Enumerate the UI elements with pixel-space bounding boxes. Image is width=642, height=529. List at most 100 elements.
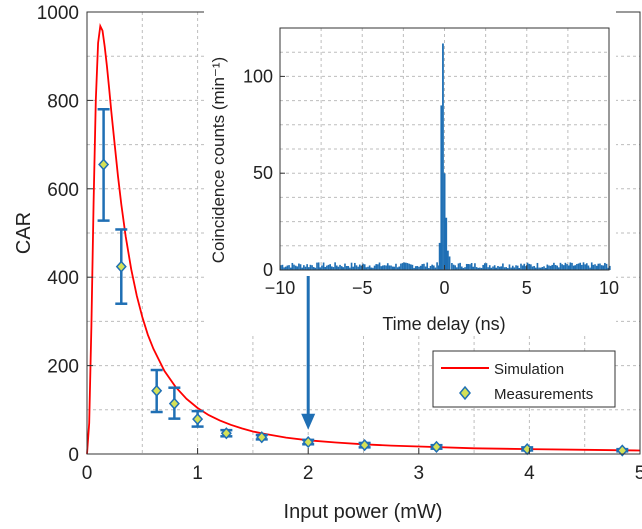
inset-baseline-bar — [485, 263, 488, 270]
inset-baseline-bar — [280, 265, 282, 270]
inset-baseline-bar — [298, 263, 300, 270]
inset-y-tick-label: 0 — [263, 260, 273, 280]
inset-baseline-bar — [564, 262, 567, 270]
inset-baseline-bar — [327, 264, 330, 270]
inset-baseline-bar — [373, 265, 376, 270]
inset-baseline-bar — [370, 267, 373, 270]
inset-baseline-bar — [375, 264, 378, 270]
inset-baseline-bar — [306, 264, 308, 270]
measurement-marker — [256, 431, 268, 444]
inset-grid — [280, 28, 609, 270]
inset-baseline-bar — [301, 267, 304, 270]
inset-peak-bar — [443, 173, 446, 270]
inset-baseline-bar — [538, 267, 540, 270]
inset-baseline-bar — [477, 267, 480, 270]
inset-baseline-bar — [289, 267, 292, 270]
inset-baseline-bar — [551, 264, 554, 270]
inset-baseline-bar — [357, 266, 359, 270]
inset-baseline-bar — [602, 265, 605, 270]
inset-baseline-bar — [569, 262, 572, 270]
inset-baseline-bar — [567, 265, 570, 270]
inset-baseline-bar — [309, 264, 312, 270]
inset-baseline-bar — [507, 268, 509, 270]
inset-baseline-bar — [321, 265, 323, 270]
inset-baseline-bar — [354, 262, 356, 270]
inset-x-tick-label: 10 — [599, 278, 619, 298]
arrow-head — [301, 413, 316, 430]
inset-baseline-bar — [474, 263, 476, 270]
inset-baseline-bar — [465, 263, 468, 270]
inset-baseline-bar — [590, 262, 593, 270]
inset-baseline-bar — [388, 265, 391, 270]
inset-baseline-bar — [437, 265, 440, 270]
inset-baseline-bar — [604, 262, 606, 270]
inset-baseline-bar — [515, 265, 517, 270]
inset-baseline-bar — [334, 262, 336, 270]
main-y-tick-label: 0 — [68, 445, 79, 466]
inset-baseline-bar — [526, 262, 529, 270]
measurement-marker — [98, 158, 110, 171]
measurement-point — [191, 409, 204, 428]
inset-baseline-bar — [414, 266, 417, 270]
inset-baseline-bar — [367, 266, 369, 270]
measurement-point — [358, 439, 371, 452]
inset-baseline-bar — [314, 267, 317, 270]
measurement-marker — [430, 440, 443, 454]
inset-baseline-bar — [572, 265, 575, 270]
inset-baseline-bar — [579, 262, 582, 270]
inset-baseline-bar — [398, 266, 401, 270]
main-y-tick-label: 200 — [47, 357, 79, 378]
inset-baseline-bar — [330, 266, 333, 270]
inset-baseline-bar — [383, 265, 386, 270]
inset-baseline-bar — [554, 264, 557, 270]
inset-baseline-bar — [390, 265, 392, 270]
inset-baseline-bar — [360, 265, 363, 270]
inset-baseline-bar — [339, 264, 341, 270]
inset-baseline-bar — [451, 262, 453, 270]
inset-baseline-bar — [304, 266, 307, 270]
measurement-point — [115, 228, 128, 305]
inset-baseline-bar — [605, 263, 608, 270]
inset-x-tick-label: −10 — [265, 278, 296, 298]
inset-baseline-bar — [421, 264, 424, 270]
measurement-marker — [616, 444, 628, 457]
measurement-point — [616, 444, 629, 457]
inset-baseline-bar — [423, 263, 425, 270]
inset-baseline-bar — [492, 266, 494, 270]
inset-baseline-bar — [497, 265, 499, 270]
inset-baseline-bar — [403, 262, 406, 270]
inset-baseline-bar — [488, 265, 491, 270]
inset-baseline-bar — [381, 265, 384, 270]
inset-baseline-bar — [457, 263, 460, 270]
inset-baseline-bar — [286, 265, 289, 270]
inset-baseline-bar — [377, 264, 379, 270]
annotation-arrow — [301, 276, 316, 430]
inset-baseline-bar — [505, 267, 508, 270]
inset-baseline-bar — [312, 267, 315, 270]
inset-baseline-bar — [362, 263, 364, 270]
inset-y-tick-label: 50 — [253, 163, 273, 183]
inset-baseline-bar — [283, 267, 285, 270]
inset-baseline-bar — [363, 264, 366, 270]
inset-baseline-bar — [345, 266, 348, 270]
inset-peak-bar — [440, 105, 443, 270]
inset-baseline-bar — [594, 264, 596, 270]
main-y-axis-label: CAR — [13, 212, 35, 254]
inset-baseline-bar — [391, 266, 394, 270]
main-x-axis-label: Input power (mW) — [284, 501, 443, 523]
inset-baseline-bar — [462, 267, 465, 270]
inset-baseline-bar — [396, 267, 399, 270]
inset-baseline-bar — [293, 264, 295, 270]
inset-baseline-bar — [405, 262, 407, 270]
inset-baseline-bar — [288, 265, 290, 270]
inset-baseline-bar — [609, 265, 611, 270]
inset-baseline-bar — [299, 264, 302, 270]
inset-baseline-bar — [607, 267, 609, 270]
inset-baseline-bar — [482, 264, 484, 270]
inset-baseline-bar — [498, 266, 501, 270]
inset-baseline-bar — [401, 263, 404, 270]
inset-baseline-bar — [523, 263, 526, 270]
inset-baseline-bar — [562, 265, 565, 270]
inset-baseline-bar — [470, 263, 473, 270]
measurement-point — [255, 431, 268, 444]
